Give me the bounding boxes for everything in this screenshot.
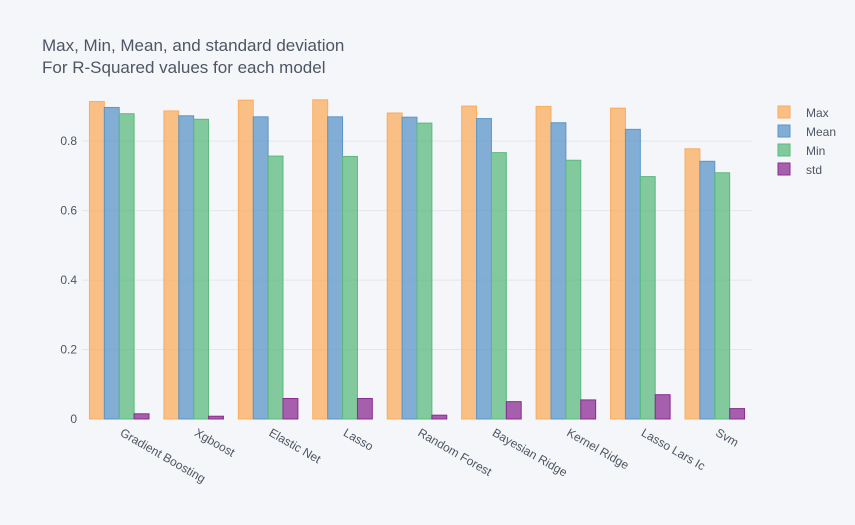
y-tick-label: 0.6 — [60, 204, 77, 218]
bar-max-1[interactable] — [163, 110, 180, 420]
bar-min-5[interactable] — [490, 152, 507, 420]
bar-std-5[interactable] — [505, 401, 522, 420]
y-tick-label: 0.2 — [60, 343, 77, 357]
legend-swatch — [777, 162, 791, 176]
chart-title-line-1: Max, Min, Mean, and standard deviation — [42, 36, 344, 55]
bar-mean-8[interactable] — [699, 160, 716, 420]
bar-min-2[interactable] — [267, 155, 284, 420]
bar-min-4[interactable] — [416, 122, 433, 420]
bar-mean-5[interactable] — [476, 118, 492, 420]
legend-item-mean[interactable]: Mean — [777, 124, 836, 139]
bar-max-3[interactable] — [312, 99, 329, 420]
bar-mean-6[interactable] — [550, 122, 567, 420]
legend-label: Min — [806, 144, 825, 158]
chart-title-line-2: For R-Squared values for each model — [42, 58, 325, 77]
bar-std-6[interactable] — [580, 399, 597, 420]
bar-std-4[interactable] — [431, 414, 448, 420]
bar-min-1[interactable] — [193, 118, 210, 420]
bar-min-8[interactable] — [714, 172, 731, 420]
bar-max-4[interactable] — [386, 112, 403, 420]
bar-std-1[interactable] — [208, 415, 224, 420]
bar-mean-2[interactable] — [252, 116, 269, 420]
legend-item-std[interactable]: std — [777, 162, 822, 177]
y-tick-label: 0 — [70, 412, 77, 426]
bar-std-8[interactable] — [729, 408, 746, 420]
bar-max-7[interactable] — [610, 107, 626, 420]
legend-swatch — [777, 143, 791, 157]
legend-label: Max — [806, 106, 829, 120]
bar-min-6[interactable] — [565, 159, 582, 420]
bar-mean-0[interactable] — [103, 106, 120, 420]
bar-min-7[interactable] — [639, 176, 656, 420]
bars — [88, 99, 746, 420]
legend-label: Mean — [806, 125, 836, 139]
bar-max-5[interactable] — [461, 105, 478, 420]
bar-min-0[interactable] — [118, 113, 135, 420]
legend-label: std — [806, 163, 822, 177]
legend-swatch — [777, 124, 791, 138]
y-axis-ticks: 0 0.2 0.4 0.6 0.8 — [60, 134, 77, 426]
bar-mean-4[interactable] — [401, 116, 418, 420]
bar-max-2[interactable] — [237, 99, 254, 420]
bar-mean-7[interactable] — [624, 128, 641, 420]
bar-std-0[interactable] — [133, 413, 150, 420]
legend-swatch — [777, 105, 791, 119]
legend-item-max[interactable]: Max — [777, 105, 829, 120]
bar-min-3[interactable] — [342, 155, 358, 420]
bar-max-8[interactable] — [684, 148, 701, 420]
bar-max-0[interactable] — [88, 101, 105, 420]
bar-mean-1[interactable] — [178, 115, 195, 420]
bar-max-6[interactable] — [535, 105, 552, 420]
bar-std-2[interactable] — [282, 398, 299, 420]
legend[interactable]: Max Mean Min std — [777, 105, 836, 177]
y-tick-label: 0.4 — [60, 273, 77, 287]
legend-item-min[interactable]: Min — [777, 143, 825, 158]
bar-std-3[interactable] — [356, 398, 373, 420]
y-tick-label: 0.8 — [60, 134, 77, 148]
bar-mean-3[interactable] — [327, 116, 344, 420]
bar-std-7[interactable] — [654, 394, 671, 420]
